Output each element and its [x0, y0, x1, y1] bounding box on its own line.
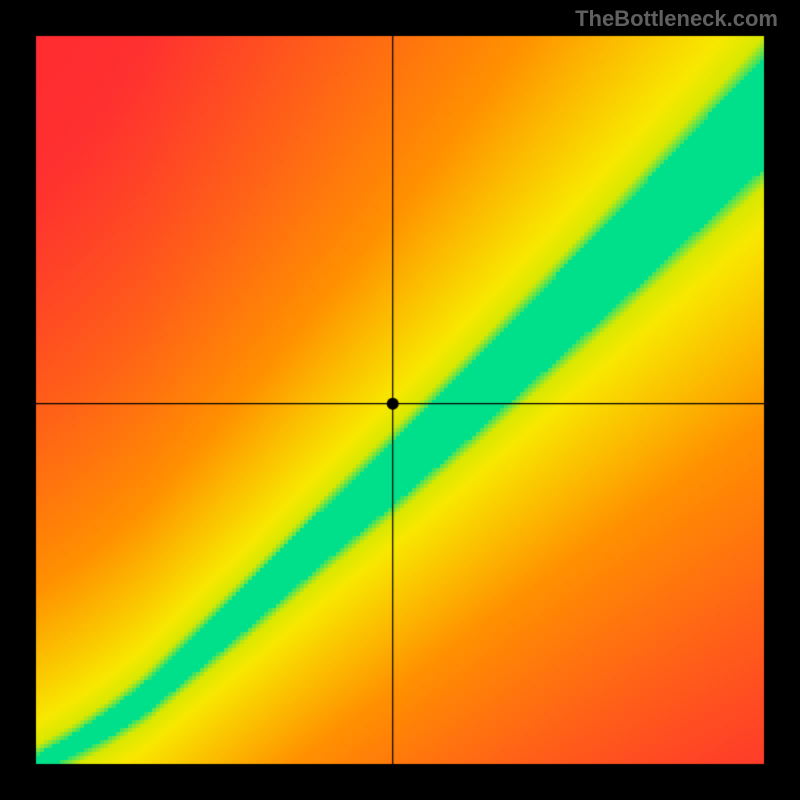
- bottleneck-heatmap: [0, 0, 800, 800]
- chart-container: TheBottleneck.com: [0, 0, 800, 800]
- watermark-text: TheBottleneck.com: [575, 6, 778, 32]
